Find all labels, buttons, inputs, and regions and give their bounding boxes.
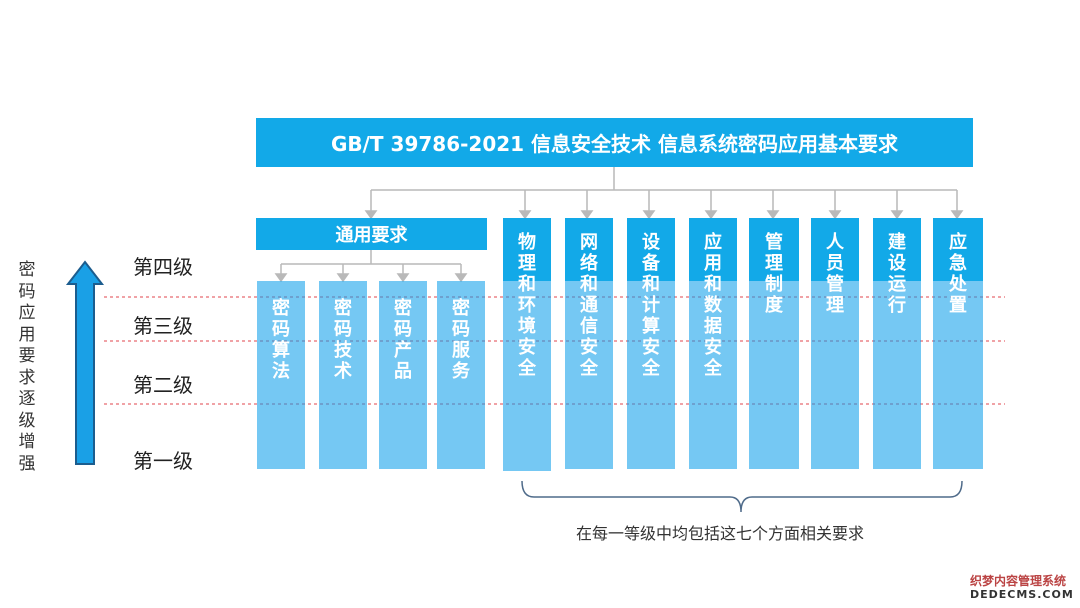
- general-column-2: [319, 281, 367, 469]
- aspect-column-device: [627, 218, 675, 469]
- watermark-text: 织梦内容管理系统: [970, 574, 1067, 588]
- aspect-column-construction: [873, 218, 921, 469]
- general-requirements-header: 通用要求: [256, 218, 487, 250]
- general-item-label: 密码服务: [452, 298, 470, 382]
- aspect-label: 网络和通信安全: [580, 232, 598, 379]
- watermark-url: DEDECMS.COM: [970, 588, 1074, 601]
- general-item-label: 密码产品: [394, 298, 412, 382]
- aspect-column-network: [565, 218, 613, 469]
- level-one-label: 第一级: [133, 449, 193, 473]
- level-four-label: 第四级: [133, 255, 193, 279]
- requirement-increase-label: 密码应用要求逐级增强: [18, 260, 36, 474]
- general-column-3: [379, 281, 427, 469]
- general-item-label: 密码算法: [272, 298, 290, 382]
- aspect-label: 设备和计算安全: [642, 232, 660, 379]
- aspect-label: 物理和环境安全: [518, 232, 536, 379]
- general-column-4: [437, 281, 485, 469]
- aspect-column-physical: [503, 218, 551, 471]
- aspect-label: 建设运行: [888, 232, 906, 316]
- level-two-label: 第二级: [133, 373, 193, 397]
- aspect-label: 人员管理: [826, 232, 844, 316]
- aspect-column-personnel: [811, 218, 859, 469]
- aspect-column-management: [749, 218, 799, 469]
- aspects-note: 在每一等级中均包括这七个方面相关要求: [575, 524, 864, 543]
- general-item-label: 密码技术: [334, 298, 352, 382]
- aspect-label: 管理制度: [765, 232, 783, 316]
- aspect-label: 应急处置: [949, 232, 967, 316]
- standard-title-banner: GB/T 39786-2021 信息安全技术 信息系统密码应用基本要求: [256, 118, 973, 167]
- general-column-1: [257, 281, 305, 469]
- aspect-label: 应用和数据安全: [704, 232, 722, 379]
- aspect-column-application: [689, 218, 737, 469]
- aspect-column-emergency: [933, 218, 983, 469]
- level-three-label: 第三级: [133, 314, 193, 338]
